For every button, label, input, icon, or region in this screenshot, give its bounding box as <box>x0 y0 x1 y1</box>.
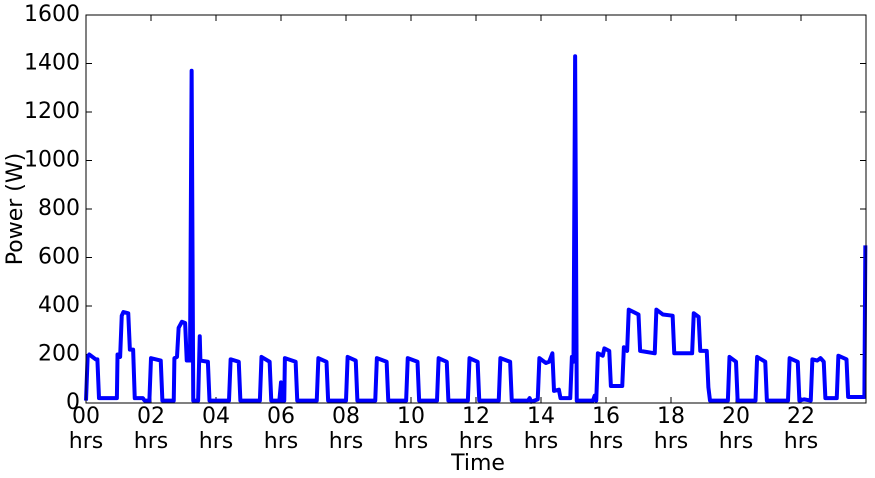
y-tick-label: 200 <box>38 342 80 367</box>
x-axis-label: Time <box>450 451 505 476</box>
power-line <box>84 54 868 404</box>
x-tick-label: 18 hrs <box>653 404 689 454</box>
y-tick-label: 1000 <box>24 148 80 173</box>
x-tick-label: 20 hrs <box>718 404 754 454</box>
x-tick-label: 10 hrs <box>393 404 429 454</box>
x-tick-label: 06 hrs <box>263 404 299 454</box>
y-axis-label: Power (W) <box>3 153 28 265</box>
y-tick-label: 400 <box>38 293 80 318</box>
x-tick-label: 08 hrs <box>328 404 364 454</box>
y-tick-label: 600 <box>38 245 80 270</box>
x-tick-label: 14 hrs <box>523 404 559 454</box>
x-tick-label: 12 hrs <box>458 404 494 454</box>
x-tick-label: 16 hrs <box>588 404 624 454</box>
y-tick-label: 1200 <box>24 99 80 124</box>
x-tick-label: 22 hrs <box>783 404 819 454</box>
x-tick-label: 00 hrs <box>68 404 104 454</box>
plot-frame <box>85 14 867 404</box>
y-tick-label: 0 <box>66 390 80 415</box>
y-tick-label: 800 <box>38 196 80 221</box>
x-tick-label: 04 hrs <box>198 404 234 454</box>
y-tick-label: 1600 <box>24 2 80 27</box>
y-tick-label: 1400 <box>24 51 80 76</box>
x-tick-label: 02 hrs <box>133 404 169 454</box>
